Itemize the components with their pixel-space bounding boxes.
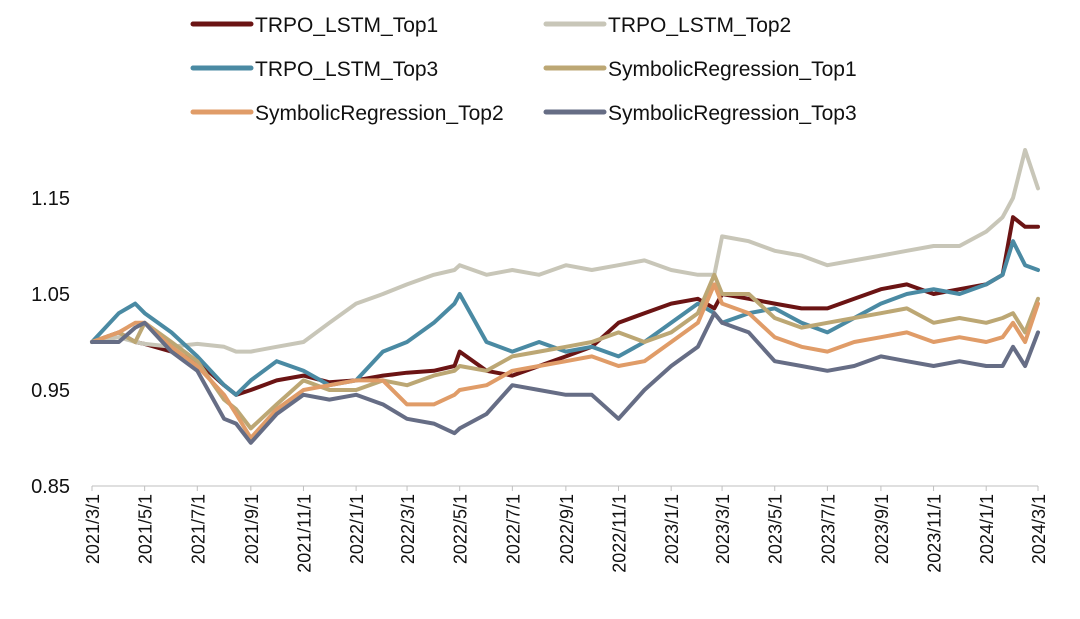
x-tick-label: 2023/5/1 [766,494,786,564]
x-tick-label: 2022/5/1 [451,494,471,564]
y-tick-label: 1.05 [31,284,70,306]
series-line-symbolicregression-top1 [90,272,1040,431]
x-tick-label: 2022/1/1 [347,494,367,564]
x-tick-label: 2024/1/1 [977,494,997,564]
x-tick-label: 2021/3/1 [83,494,103,564]
x-tick-label: 2023/3/1 [713,494,733,564]
plot-area [90,148,1040,445]
legend-label: SymbolicRegression_Top3 [608,102,857,125]
x-tick-label: 2022/11/1 [610,494,630,573]
legend-label: TRPO_LSTM_Top1 [255,14,438,37]
x-tick-label: 2022/3/1 [398,494,418,564]
y-tick-label: 1.15 [31,188,70,210]
x-tick-label: 2021/9/1 [242,494,262,564]
x-tick-label: 2023/11/1 [925,494,945,573]
y-tick-label: 0.95 [31,380,70,402]
x-tick-label: 2021/5/1 [136,494,156,564]
legend-item-symbolicregression-top1: SymbolicRegression_Top1 [543,58,857,81]
series-line-symbolicregression-top3 [90,311,1040,445]
legend-item-trpo-lstm-top1: TRPO_LSTM_Top1 [190,14,438,37]
x-tick-label: 2021/11/1 [294,494,314,573]
legend-label: TRPO_LSTM_Top3 [255,58,438,81]
x-tick-label: 2021/7/1 [188,494,208,564]
legend-label: SymbolicRegression_Top2 [255,102,504,125]
x-tick-label: 2023/7/1 [818,494,838,564]
x-tick-label: 2022/9/1 [557,494,577,564]
legend-item-symbolicregression-top3: SymbolicRegression_Top3 [543,102,857,125]
x-tick-label: 2024/3/1 [1029,494,1049,564]
x-tick-label: 2022/7/1 [503,494,523,564]
legend-item-symbolicregression-top2: SymbolicRegression_Top2 [190,102,504,125]
legend-label: SymbolicRegression_Top1 [608,58,857,81]
legend-item-trpo-lstm-top3: TRPO_LSTM_Top3 [190,58,438,81]
series-line-symbolicregression-top2 [90,282,1040,440]
legend-label: TRPO_LSTM_Top2 [608,14,791,37]
series-line-trpo-lstm-top3 [90,239,1040,397]
chart-legend: TRPO_LSTM_Top1 TRPO_LSTM_Top2 TRPO_LSTM_To… [190,14,857,125]
series-line-trpo-lstm-top1 [90,215,1040,397]
series-line-trpo-lstm-top2 [90,148,1040,354]
x-tick-label: 2023/1/1 [662,494,682,564]
y-axis: 0.85 0.95 1.05 1.15 [31,188,70,498]
x-tick-label: 2023/9/1 [872,494,892,564]
legend-item-trpo-lstm-top2: TRPO_LSTM_Top2 [543,14,791,37]
x-axis: 2021/3/1 2021/5/1 2021/7/1 2021/9/1 2021/11/… [83,485,1049,573]
y-tick-label: 0.85 [31,476,70,498]
